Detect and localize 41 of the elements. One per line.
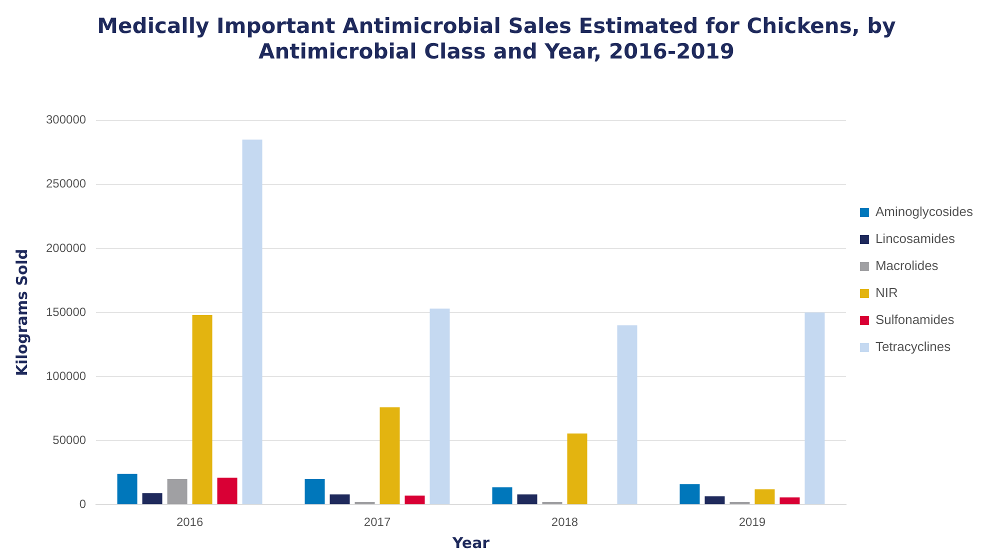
legend-label: Macrolides <box>875 258 939 274</box>
bar <box>304 478 325 504</box>
legend-label: Tetracyclines <box>875 339 952 354</box>
y-tick-label: 150000 <box>46 304 86 319</box>
bar <box>617 325 638 504</box>
y-tick-label: 300000 <box>46 112 86 127</box>
bar <box>242 140 262 504</box>
bar <box>380 407 400 504</box>
y-axis-title: Kilograms Sold <box>12 248 31 376</box>
bar <box>780 497 800 504</box>
bar <box>142 493 162 504</box>
bar <box>680 484 700 504</box>
text: Antimicrobial Class and Year, 2016-2019 <box>258 39 735 64</box>
bar <box>430 308 450 504</box>
bar <box>330 494 350 504</box>
x-tick-label: 2016 <box>176 515 204 530</box>
bar <box>804 312 825 504</box>
x-tick-label: 2019 <box>738 515 766 530</box>
bar <box>404 496 425 504</box>
y-tick-label: 0 <box>79 496 86 511</box>
legend-label: Sulfonamides <box>875 312 955 328</box>
bar <box>754 489 775 504</box>
bar <box>167 478 188 504</box>
legend-label: Aminoglycosides <box>875 204 974 220</box>
x-tick-label: 2018 <box>551 515 578 530</box>
bar <box>492 487 512 504</box>
bar <box>567 434 588 504</box>
x-tick-label: 2017 <box>364 515 391 530</box>
bar <box>704 496 725 504</box>
text: Medically Important Antimicrobial Sales Estimated for Chickens, by <box>97 14 896 38</box>
bar <box>192 315 212 504</box>
y-tick-label: 100000 <box>46 368 86 383</box>
bar <box>517 494 538 504</box>
y-tick-label: 200000 <box>46 240 86 255</box>
legend-label: Lincosamides <box>875 231 956 246</box>
legend-label: NIR <box>875 285 898 300</box>
bar <box>217 478 238 504</box>
bar <box>117 474 138 504</box>
y-tick-label: 250000 <box>46 176 86 191</box>
y-tick-label: 50000 <box>52 432 86 447</box>
x-axis-title: Year <box>451 534 490 552</box>
